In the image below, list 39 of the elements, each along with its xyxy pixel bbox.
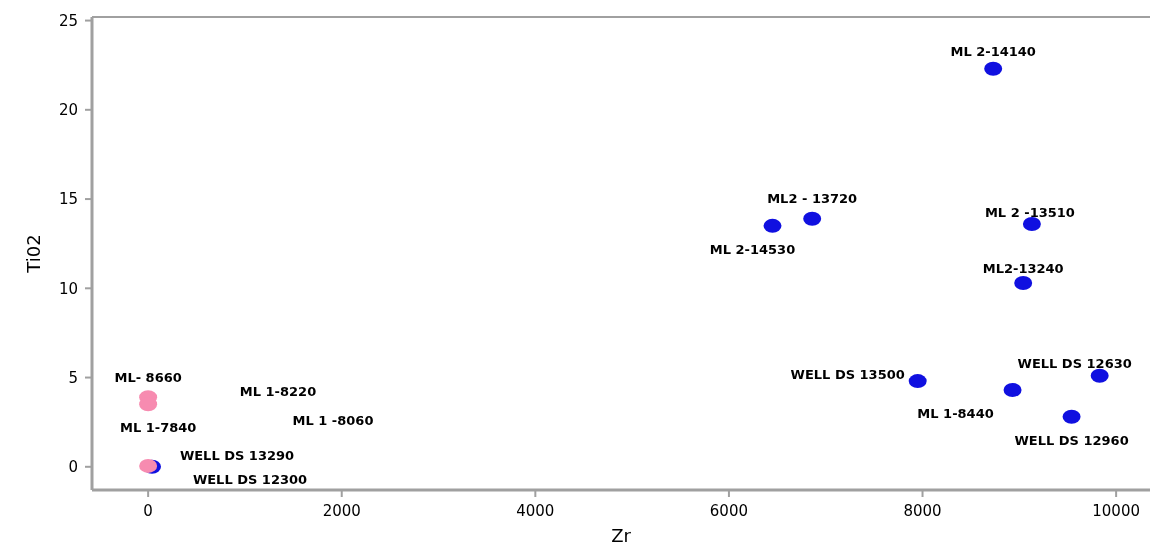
annotation: WELL DS 12960 (1014, 433, 1129, 449)
annotation: WELL DS 12300 (192, 471, 308, 487)
annotation: WELL DS 13500 (790, 366, 905, 382)
annotation: ML- 8660 (114, 369, 182, 385)
point (1090, 368, 1109, 383)
point (984, 61, 1003, 76)
y-tick-label: 10 (58, 279, 78, 298)
x-tick-label: 6000 (709, 502, 749, 520)
annotation: ML 1-8220 (239, 383, 317, 399)
annotation: ML 2-14140 (950, 44, 1036, 60)
annotation: ML 1-8440 (917, 405, 994, 421)
x-tick-label: 4000 (516, 502, 555, 520)
x-tick-label: 10000 (1092, 502, 1140, 520)
x-tick-label: 8000 (903, 502, 942, 520)
point (1003, 383, 1022, 398)
point (763, 218, 782, 233)
annotation: ML 2 -13510 (984, 204, 1075, 220)
x-tick-label: 2000 (322, 502, 361, 520)
point (803, 211, 822, 226)
annotation: ML2-13240 (982, 260, 1064, 276)
annotation: ML2 - 13720 (767, 191, 858, 207)
y-axis-title: Ti02 (23, 234, 44, 274)
x-axis-title: Zr (611, 525, 632, 546)
point (1014, 275, 1033, 290)
y-tick-label: 15 (58, 190, 78, 209)
x-tick-label: 0 (143, 502, 153, 520)
y-tick-label: 0 (68, 458, 78, 477)
point (139, 458, 158, 473)
annotation: ML 1-7840 (119, 419, 197, 435)
point (1062, 409, 1081, 424)
y-tick-label: 5 (68, 368, 78, 387)
annotation: ML 2-14530 (709, 242, 796, 258)
annotation: ML 1 -8060 (292, 412, 374, 428)
annotation: WELL DS 13290 (179, 447, 295, 463)
y-tick-label: 20 (58, 101, 78, 120)
point (908, 374, 927, 389)
y-tick-label: 25 (58, 11, 78, 30)
point (1022, 217, 1041, 232)
annotation: WELL DS 12630 (1017, 356, 1132, 372)
